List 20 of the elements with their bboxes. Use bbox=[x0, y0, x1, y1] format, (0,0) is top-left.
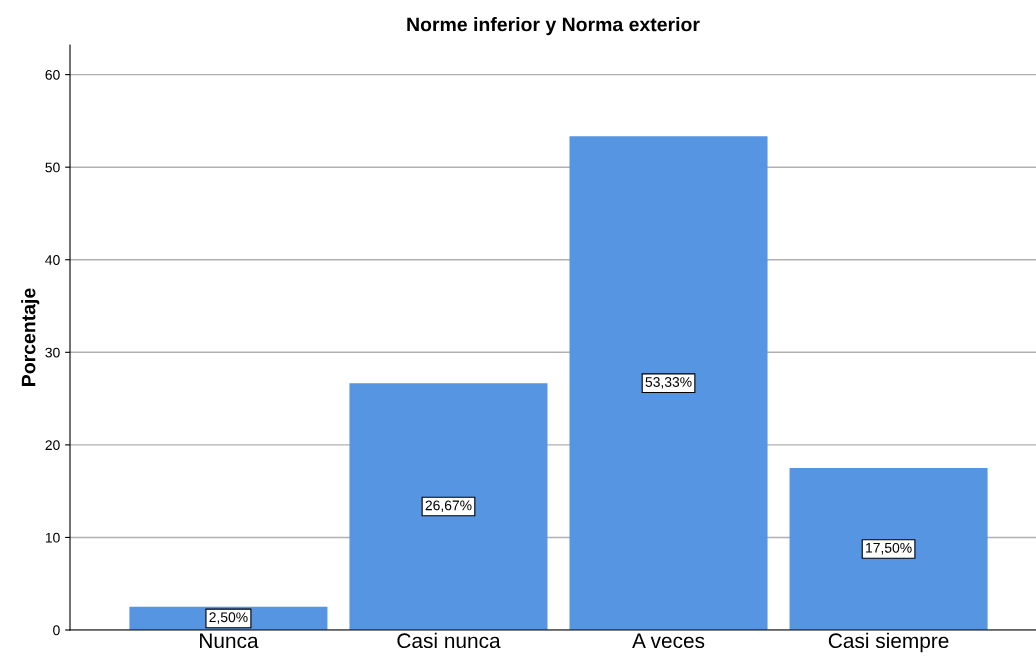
bar bbox=[349, 383, 548, 630]
x-tick-label: Nunca bbox=[200, 633, 259, 649]
data-label: 26,67% bbox=[425, 500, 472, 512]
data-label: 53,33% bbox=[645, 377, 692, 389]
y-tick-label: 30 bbox=[45, 347, 60, 358]
y-axis-title: Porcentaje bbox=[21, 288, 40, 386]
data-label: 2,50% bbox=[209, 612, 248, 624]
y-tick-label: 0 bbox=[53, 625, 60, 636]
x-tick-label: Casi nunca bbox=[397, 632, 501, 649]
chart-title: Norme inferior y Norma exterior bbox=[407, 17, 700, 36]
x-tick-label: Casi siempre bbox=[828, 632, 949, 653]
y-tick-label: 60 bbox=[45, 69, 60, 80]
bar bbox=[569, 136, 768, 630]
y-tick-label: 20 bbox=[45, 440, 60, 451]
bar bbox=[789, 468, 988, 630]
y-tick-label: 50 bbox=[45, 162, 60, 173]
y-tick-label: 10 bbox=[45, 532, 60, 543]
x-tick-label: A veces bbox=[632, 633, 705, 649]
y-tick-label: 40 bbox=[45, 255, 60, 265]
data-label: 17,50% bbox=[866, 542, 912, 555]
